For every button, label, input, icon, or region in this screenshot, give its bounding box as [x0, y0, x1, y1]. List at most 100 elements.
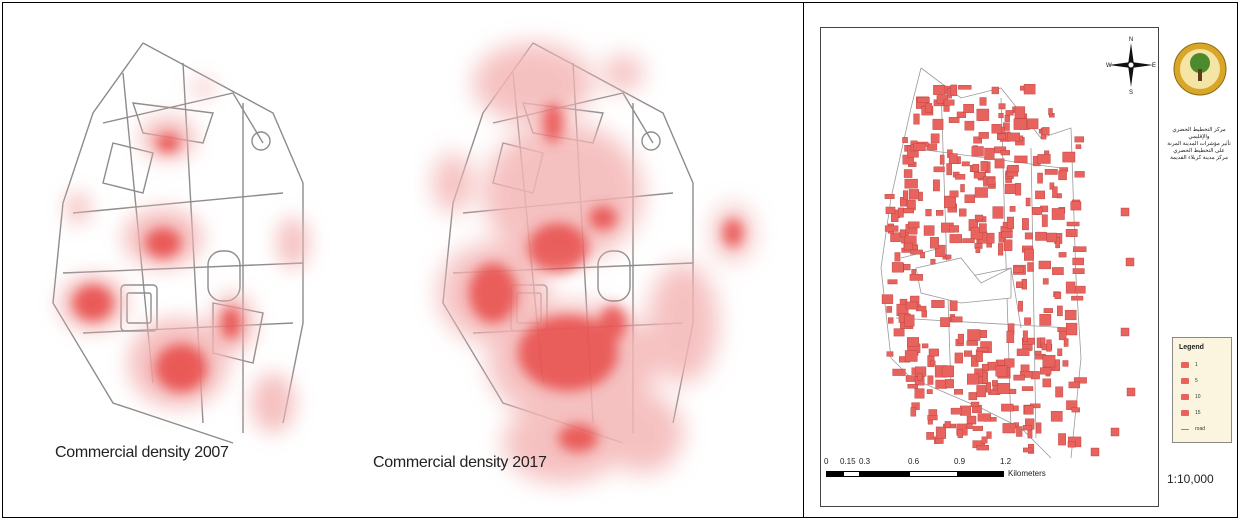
building-block: [891, 262, 904, 273]
building-block: [1065, 229, 1078, 237]
building-block: [986, 431, 992, 439]
scale-tick-label: 1.2: [1000, 457, 1012, 466]
road-lines: [880, 67, 1082, 459]
institution-line: تأثير مؤشرات المدينة المرنة: [1167, 141, 1231, 147]
building-block: [1031, 207, 1043, 215]
building-block: [1074, 171, 1085, 178]
building-block: [1046, 232, 1057, 243]
building-block: [991, 86, 999, 95]
building-block: [1005, 110, 1014, 116]
building-block: [897, 207, 904, 218]
building-block: [1050, 411, 1063, 422]
building-block: [980, 341, 992, 354]
building-block: [920, 252, 926, 259]
building-block: [997, 243, 1004, 256]
building-block: [1057, 348, 1063, 356]
building-block: [925, 209, 932, 217]
building-block: [946, 163, 952, 176]
building-block: [935, 244, 946, 257]
scale-tick-label: 0: [824, 457, 829, 466]
building-block: [1075, 285, 1086, 294]
building-block: [1058, 170, 1067, 181]
building-block: [1038, 260, 1051, 270]
building-block: [931, 300, 945, 308]
scale-segment: [909, 471, 958, 477]
legend: Legend 1 5 10 15 road: [1172, 337, 1232, 443]
institution-logo-icon: [1173, 42, 1227, 96]
building-block: [1036, 422, 1042, 434]
building-block: [944, 379, 954, 389]
building-block: [961, 161, 970, 167]
building-block: [1041, 214, 1048, 227]
building-block: [997, 383, 1010, 394]
building-block: [1004, 183, 1017, 195]
building-block: [1037, 154, 1051, 164]
building-block: [930, 133, 940, 144]
building-block: [908, 189, 920, 200]
building-block: [980, 330, 988, 339]
scale-tick-label: 0.9: [954, 457, 966, 466]
building-block: [973, 171, 986, 179]
building-block: [974, 187, 988, 198]
right-panel: N S W E مركز التخطيط الحضري والإقليمي تأ…: [804, 3, 1237, 517]
map-layout-frame: [820, 27, 1159, 507]
building-block: [1037, 172, 1043, 184]
building-block: [955, 174, 966, 180]
building-block: [1048, 108, 1053, 116]
building-block: [1007, 132, 1020, 142]
building-block: [1042, 278, 1049, 285]
building-block: [910, 407, 917, 417]
building-block: [926, 389, 933, 395]
building-block: [913, 143, 926, 152]
building-block: [930, 360, 936, 366]
road-line-icon: [1181, 429, 1189, 430]
building-block: [927, 415, 938, 421]
building-block: [887, 279, 898, 285]
building-block: [939, 154, 945, 165]
building-block: [885, 206, 896, 214]
building-block: [1004, 115, 1010, 122]
building-block: [972, 425, 983, 431]
building-block: [1001, 403, 1014, 412]
legend-item: 15: [1181, 408, 1231, 418]
building-block: [940, 317, 951, 328]
building-block: [904, 350, 918, 362]
building-block: [1027, 262, 1034, 272]
building-block: [1041, 127, 1050, 136]
building-block: [954, 389, 964, 395]
building-block: [966, 415, 977, 425]
building-block: [1035, 231, 1047, 241]
building-block: [933, 85, 946, 95]
building-block: [986, 177, 996, 185]
caption-2017: Commercial density 2017: [373, 454, 547, 471]
building-block: [921, 343, 929, 349]
building-block: [973, 136, 983, 144]
building-block: [1026, 118, 1039, 130]
building-block: [928, 348, 939, 357]
building-block: [1002, 423, 1016, 434]
building-block: [1064, 310, 1077, 321]
building-block: [968, 392, 978, 401]
building-block: [976, 385, 986, 398]
building-block: [1030, 371, 1040, 380]
building-icon: [1181, 394, 1189, 400]
building-block: [890, 232, 901, 243]
building-block: [994, 158, 1005, 169]
building-block: [1021, 337, 1035, 345]
density-blobs-2007: [59, 80, 309, 433]
building-block: [1042, 355, 1056, 368]
building-block: [1075, 144, 1082, 149]
building-block: [966, 423, 973, 429]
building-block: [904, 314, 915, 327]
building-block: [978, 132, 989, 139]
building-block: [970, 227, 983, 240]
building-block: [903, 242, 913, 251]
building-block: [926, 432, 934, 440]
building-block: [926, 143, 938, 151]
building-block: [1022, 447, 1033, 453]
building-block: [948, 117, 960, 123]
building-block: [1009, 206, 1016, 212]
building-block: [992, 206, 1004, 219]
building-block: [1054, 292, 1062, 299]
